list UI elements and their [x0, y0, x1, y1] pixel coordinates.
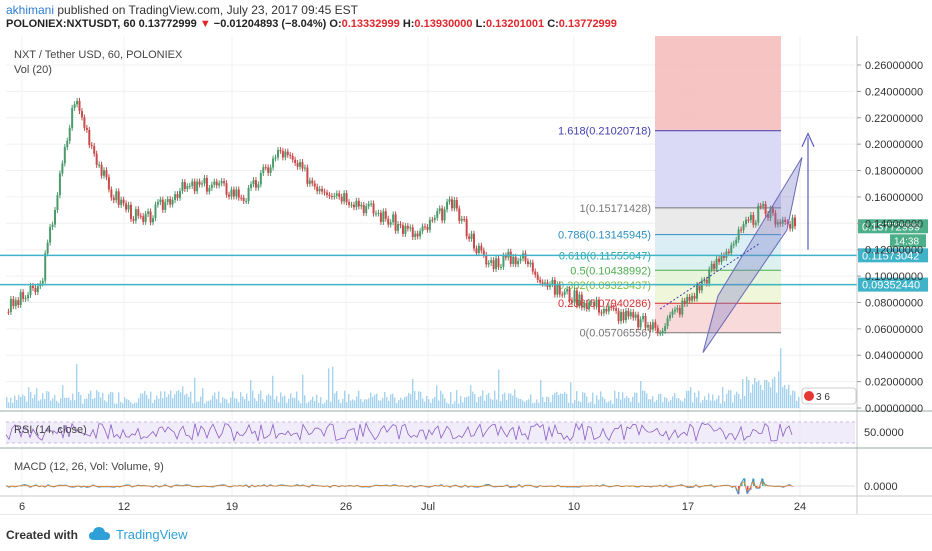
- open-value: 0.13332999: [341, 18, 400, 30]
- change-value: −0.01204893 (−8.04%): [213, 18, 327, 30]
- macd-pane-title: MACD (12, 26, Vol: Volume, 9): [14, 461, 164, 473]
- time-tick-label: 19: [226, 501, 238, 513]
- time-tick-label: 17: [682, 501, 694, 513]
- chart-area[interactable]: 1.618(0.21020718) 1(0.15171428) 0.786(0.13…: [0, 36, 932, 514]
- time-tick-label: 12: [118, 501, 130, 513]
- annotations: 0.11573042 0.09352440 0.13772999 14:38: [0, 132, 928, 353]
- fib-level-label: 0.382(0.09323437): [558, 280, 651, 292]
- main-pane-title: NXT / Tether USD, 60, POLONIEX: [14, 49, 183, 61]
- bar-countdown: 14:38: [894, 236, 919, 247]
- price-tick-label: 0.18000000: [865, 166, 923, 178]
- footer: Created with TradingView: [0, 514, 932, 551]
- price-chart[interactable]: 1.618(0.21020718) 1(0.15171428) 0.786(0.13…: [0, 36, 932, 514]
- price-tick-label: 0.12000000: [865, 245, 923, 257]
- time-tick-label: 6: [19, 501, 25, 513]
- fib-level-label: 1.618(0.21020718): [558, 126, 651, 138]
- publish-info: published on TradingView.com, July 23, 2…: [54, 3, 359, 17]
- macd-axis-tick: 0.0000: [864, 481, 898, 493]
- fib-level-label: 0.618(0.11555047): [559, 251, 651, 263]
- price-series: [7, 97, 796, 337]
- fib-band: [655, 207, 781, 235]
- fib-band: [655, 303, 781, 333]
- events-badge-text: 3 6: [816, 392, 830, 403]
- high-value: 0.13930000: [414, 18, 473, 30]
- horizontal-line-price: 0.11573042: [862, 250, 919, 262]
- target-zone-red: [655, 36, 781, 131]
- rsi-line: [5, 421, 793, 443]
- rsi-axis-tick: 50.0000: [864, 427, 904, 439]
- close-label: C:: [547, 18, 559, 30]
- parallel-channel[interactable]: [702, 157, 803, 353]
- time-tick-label: 24: [794, 501, 806, 513]
- author-link[interactable]: akhimani: [6, 3, 55, 17]
- price-axis[interactable]: 0.26000000 0.24000000 0.22000000 0.20000000…: [857, 60, 923, 415]
- time-axis[interactable]: 6 12 19 26 Jul 10 17 24: [19, 501, 806, 513]
- symbol-label: POLONIEX:NXTUSDT, 60: [6, 18, 136, 30]
- arrow-head-icon: [801, 132, 815, 148]
- publish-header: akhimani published on TradingView.com, J…: [6, 2, 358, 18]
- fib-level-label: 0.5(0.10438992): [570, 265, 651, 277]
- ohlc-header: POLONIEX:NXTUSDT, 60 0.13772999 ▼ −0.012…: [6, 17, 617, 31]
- high-label: H:: [402, 18, 415, 30]
- price-tick-label: 0.26000000: [865, 60, 923, 72]
- price-tick-label: 0.20000000: [865, 139, 923, 151]
- created-with-label: Created with: [6, 528, 79, 542]
- price-tick-label: 0.24000000: [865, 86, 923, 98]
- flag-icon: [804, 391, 814, 401]
- fib-band: [655, 234, 781, 256]
- low-label: L:: [475, 18, 486, 30]
- fib-band: [655, 130, 781, 208]
- fib-band: [655, 255, 781, 271]
- price-tick-label: 0.02000000: [865, 377, 923, 389]
- price-tick-label: 0.08000000: [865, 297, 923, 309]
- change-arrow-icon: ▼: [199, 18, 211, 30]
- signal-line: [5, 480, 793, 492]
- fib-level-label: 0.786(0.13145945): [558, 230, 651, 242]
- current-price-label: 0.13772999: [862, 221, 920, 233]
- fib-level-label: 0(0.05706556): [579, 328, 651, 340]
- fib-level-label: 1(0.15171428): [579, 203, 651, 215]
- last-price: 0.13772999: [138, 18, 197, 30]
- time-tick-label: 26: [340, 501, 352, 513]
- open-label: O:: [329, 18, 342, 30]
- price-tick-label: 0.14000000: [865, 218, 923, 230]
- rsi-pane: [5, 421, 855, 444]
- volume-pane-title: Vol (20): [14, 64, 52, 76]
- fib-zones: 1.618(0.21020718) 1(0.15171428) 0.786(0.13…: [558, 36, 781, 340]
- horizontal-line-price: 0.09352440: [862, 280, 920, 292]
- close-value: 0.13772999: [558, 18, 617, 30]
- macd-pane: [5, 477, 855, 496]
- rsi-pane-title: RSI (14, close): [14, 424, 87, 436]
- time-tick-label: 10: [568, 501, 580, 513]
- tradingview-cloud-icon: [89, 527, 110, 540]
- fib-band: [655, 270, 781, 286]
- price-tick-label: 0.22000000: [865, 113, 923, 125]
- price-tick-label: 0.04000000: [865, 350, 923, 362]
- volume-bars: [6, 348, 800, 408]
- price-tick-label: 0.16000000: [865, 192, 923, 204]
- low-value: 0.13201001: [486, 18, 545, 30]
- time-tick-label: Jul: [421, 501, 435, 513]
- tradingview-brand[interactable]: TradingView: [116, 527, 188, 542]
- price-tick-label: 0.10000000: [865, 271, 923, 283]
- price-tick-label: 0.06000000: [865, 324, 923, 336]
- events-badge[interactable]: 3 6: [801, 387, 857, 405]
- price-tick-label: 0.00000000: [865, 403, 923, 415]
